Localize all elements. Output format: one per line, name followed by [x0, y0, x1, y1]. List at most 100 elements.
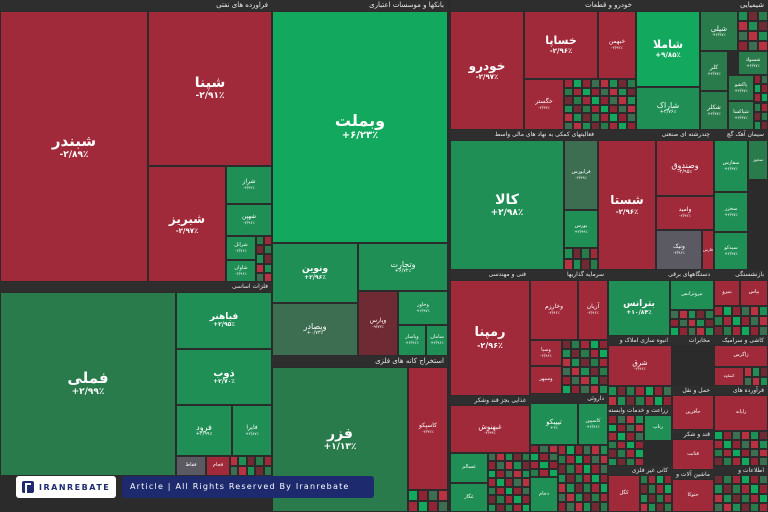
- small-tile[interactable]: [539, 445, 549, 453]
- small-tile[interactable]: [748, 11, 758, 21]
- small-tile[interactable]: [513, 486, 522, 496]
- small-tile[interactable]: [723, 431, 732, 440]
- small-tile[interactable]: [617, 440, 626, 449]
- small-tile[interactable]: [521, 478, 530, 487]
- stock-tile[interactable]: خساپا -۲/۹۶٪: [524, 11, 598, 79]
- small-tile[interactable]: [583, 464, 592, 474]
- small-tile[interactable]: [571, 340, 581, 349]
- small-tile[interactable]: [582, 96, 591, 105]
- small-tile[interactable]: [599, 502, 608, 512]
- stock-tile[interactable]: سفارس +۲/۹۷٪: [714, 140, 748, 192]
- small-tile[interactable]: [635, 457, 644, 466]
- small-tile[interactable]: [687, 318, 697, 328]
- small-tile[interactable]: [738, 31, 748, 41]
- small-tile[interactable]: [580, 340, 590, 349]
- small-tile[interactable]: [635, 449, 644, 458]
- small-tile[interactable]: [748, 41, 758, 51]
- small-tile[interactable]: [626, 449, 635, 458]
- small-tile[interactable]: [488, 503, 497, 512]
- small-tile[interactable]: [648, 484, 656, 494]
- small-tile[interactable]: [741, 306, 750, 316]
- small-tile[interactable]: [513, 461, 522, 470]
- small-tile[interactable]: [761, 102, 768, 112]
- stock-tile[interactable]: فارس: [702, 230, 714, 270]
- small-tile[interactable]: [656, 475, 664, 485]
- small-tile[interactable]: [246, 466, 256, 476]
- small-tile[interactable]: [530, 461, 540, 469]
- small-tile[interactable]: [488, 478, 497, 487]
- stock-tile[interactable]: زاگرس: [714, 345, 768, 367]
- stock-tile[interactable]: شپلی +۲/۹۷٪: [700, 11, 738, 51]
- small-tile[interactable]: [591, 454, 600, 465]
- small-tile[interactable]: [591, 104, 600, 113]
- small-tile[interactable]: [548, 445, 558, 453]
- small-tile[interactable]: [761, 111, 768, 121]
- small-tile[interactable]: [608, 396, 618, 406]
- small-tile[interactable]: [750, 457, 759, 466]
- small-tile[interactable]: [640, 493, 648, 503]
- stock-tile[interactable]: خودرو -۲/۹۷٪: [450, 11, 524, 130]
- small-tile[interactable]: [626, 396, 636, 406]
- small-tile[interactable]: [670, 310, 679, 319]
- small-tile[interactable]: [562, 367, 572, 376]
- stock-tile[interactable]: شستا -۲/۹۶٪: [598, 140, 656, 270]
- small-tile[interactable]: [714, 484, 723, 494]
- stock-tile[interactable]: فرود +۲/۹۹٪: [176, 405, 232, 456]
- small-tile[interactable]: [761, 84, 768, 94]
- small-tile[interactable]: [238, 466, 247, 476]
- stock-tile[interactable]: شسواد +۲/۹۷٪: [738, 51, 768, 75]
- stock-tile[interactable]: شرق -۲/۹۶٪: [608, 345, 672, 386]
- small-tile[interactable]: [754, 93, 761, 103]
- small-tile[interactable]: [759, 475, 768, 485]
- small-tile[interactable]: [759, 493, 768, 503]
- small-tile[interactable]: [496, 453, 505, 462]
- small-tile[interactable]: [513, 503, 522, 512]
- stock-tile[interactable]: ذوب +۲/۷۰٪: [176, 349, 272, 405]
- small-tile[interactable]: [653, 396, 663, 406]
- small-tile[interactable]: [635, 440, 644, 449]
- stock-tile[interactable]: سامان +۲/۹۶٪: [426, 325, 448, 356]
- small-tile[interactable]: [741, 316, 750, 326]
- small-tile[interactable]: [714, 502, 723, 512]
- small-tile[interactable]: [496, 478, 505, 487]
- small-tile[interactable]: [496, 486, 505, 496]
- small-tile[interactable]: [754, 120, 761, 130]
- small-tile[interactable]: [696, 318, 706, 328]
- small-tile[interactable]: [714, 431, 723, 440]
- stock-tile[interactable]: نیروترانس: [670, 280, 714, 310]
- small-tile[interactable]: [744, 376, 752, 386]
- stock-tile[interactable]: غگاز: [450, 483, 488, 512]
- stock-tile[interactable]: شبندر -۲/۸۹٪: [0, 11, 148, 282]
- stock-tile[interactable]: شهپن -۲/۹۶٪: [226, 204, 272, 236]
- stock-tile[interactable]: فقاط: [176, 456, 206, 476]
- small-tile[interactable]: [548, 461, 558, 469]
- small-tile[interactable]: [488, 486, 497, 496]
- small-tile[interactable]: [664, 475, 672, 485]
- small-tile[interactable]: [750, 431, 759, 440]
- small-tile[interactable]: [732, 493, 741, 503]
- small-tile[interactable]: [564, 259, 573, 270]
- small-tile[interactable]: [600, 87, 609, 96]
- small-tile[interactable]: [238, 456, 247, 466]
- small-tile[interactable]: [496, 469, 505, 479]
- stock-tile[interactable]: شاراک +۲/۷۶٪: [636, 87, 700, 130]
- small-tile[interactable]: [744, 367, 752, 377]
- stock-tile[interactable]: بپاس: [740, 280, 768, 306]
- small-tile[interactable]: [732, 457, 741, 466]
- small-tile[interactable]: [732, 326, 741, 336]
- small-tile[interactable]: [759, 316, 768, 326]
- small-tile[interactable]: [583, 473, 592, 484]
- small-tile[interactable]: [530, 445, 540, 453]
- small-tile[interactable]: [566, 492, 575, 503]
- small-tile[interactable]: [583, 492, 592, 503]
- small-tile[interactable]: [589, 358, 599, 367]
- small-tile[interactable]: [723, 475, 732, 485]
- small-tile[interactable]: [609, 104, 618, 113]
- small-tile[interactable]: [714, 326, 723, 336]
- small-tile[interactable]: [696, 327, 706, 336]
- small-tile[interactable]: [759, 448, 768, 458]
- small-tile[interactable]: [589, 385, 599, 394]
- small-tile[interactable]: [754, 102, 761, 112]
- small-tile[interactable]: [591, 79, 600, 88]
- small-tile[interactable]: [714, 493, 723, 503]
